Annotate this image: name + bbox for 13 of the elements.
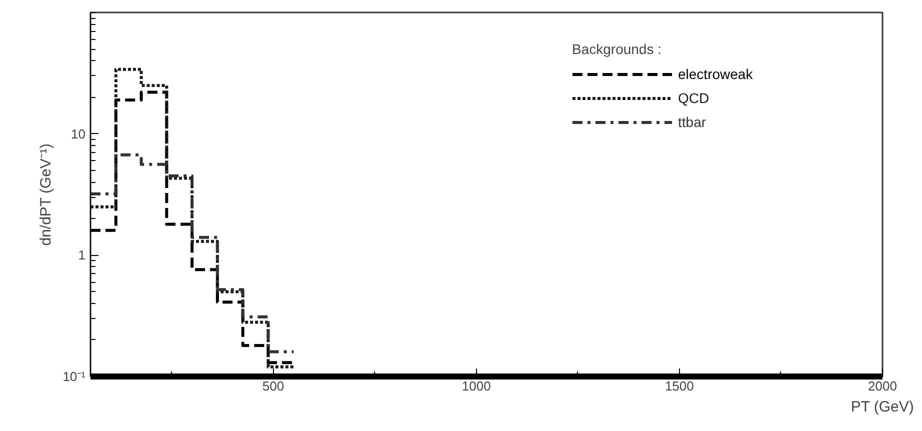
- y-tick-label: 1: [78, 248, 86, 263]
- x-axis-title: PT (GeV): [850, 398, 914, 416]
- y-tick-label: 10: [71, 126, 86, 142]
- legend-title: Backgrounds :: [572, 41, 662, 57]
- x-tick-label: 1000: [462, 378, 491, 394]
- text: ttbar: [678, 113, 708, 132]
- text: QCD: [678, 89, 710, 108]
- y-axis-title: dn/dPT (GeV⁻¹): [38, 144, 55, 246]
- x-tick-label: 1500: [664, 378, 694, 394]
- y-tick-label: 10⁻¹: [62, 369, 86, 384]
- x-tick-label: 500: [262, 378, 284, 394]
- text: electroweak: [678, 65, 754, 84]
- x-tick-label: 2000: [868, 378, 897, 394]
